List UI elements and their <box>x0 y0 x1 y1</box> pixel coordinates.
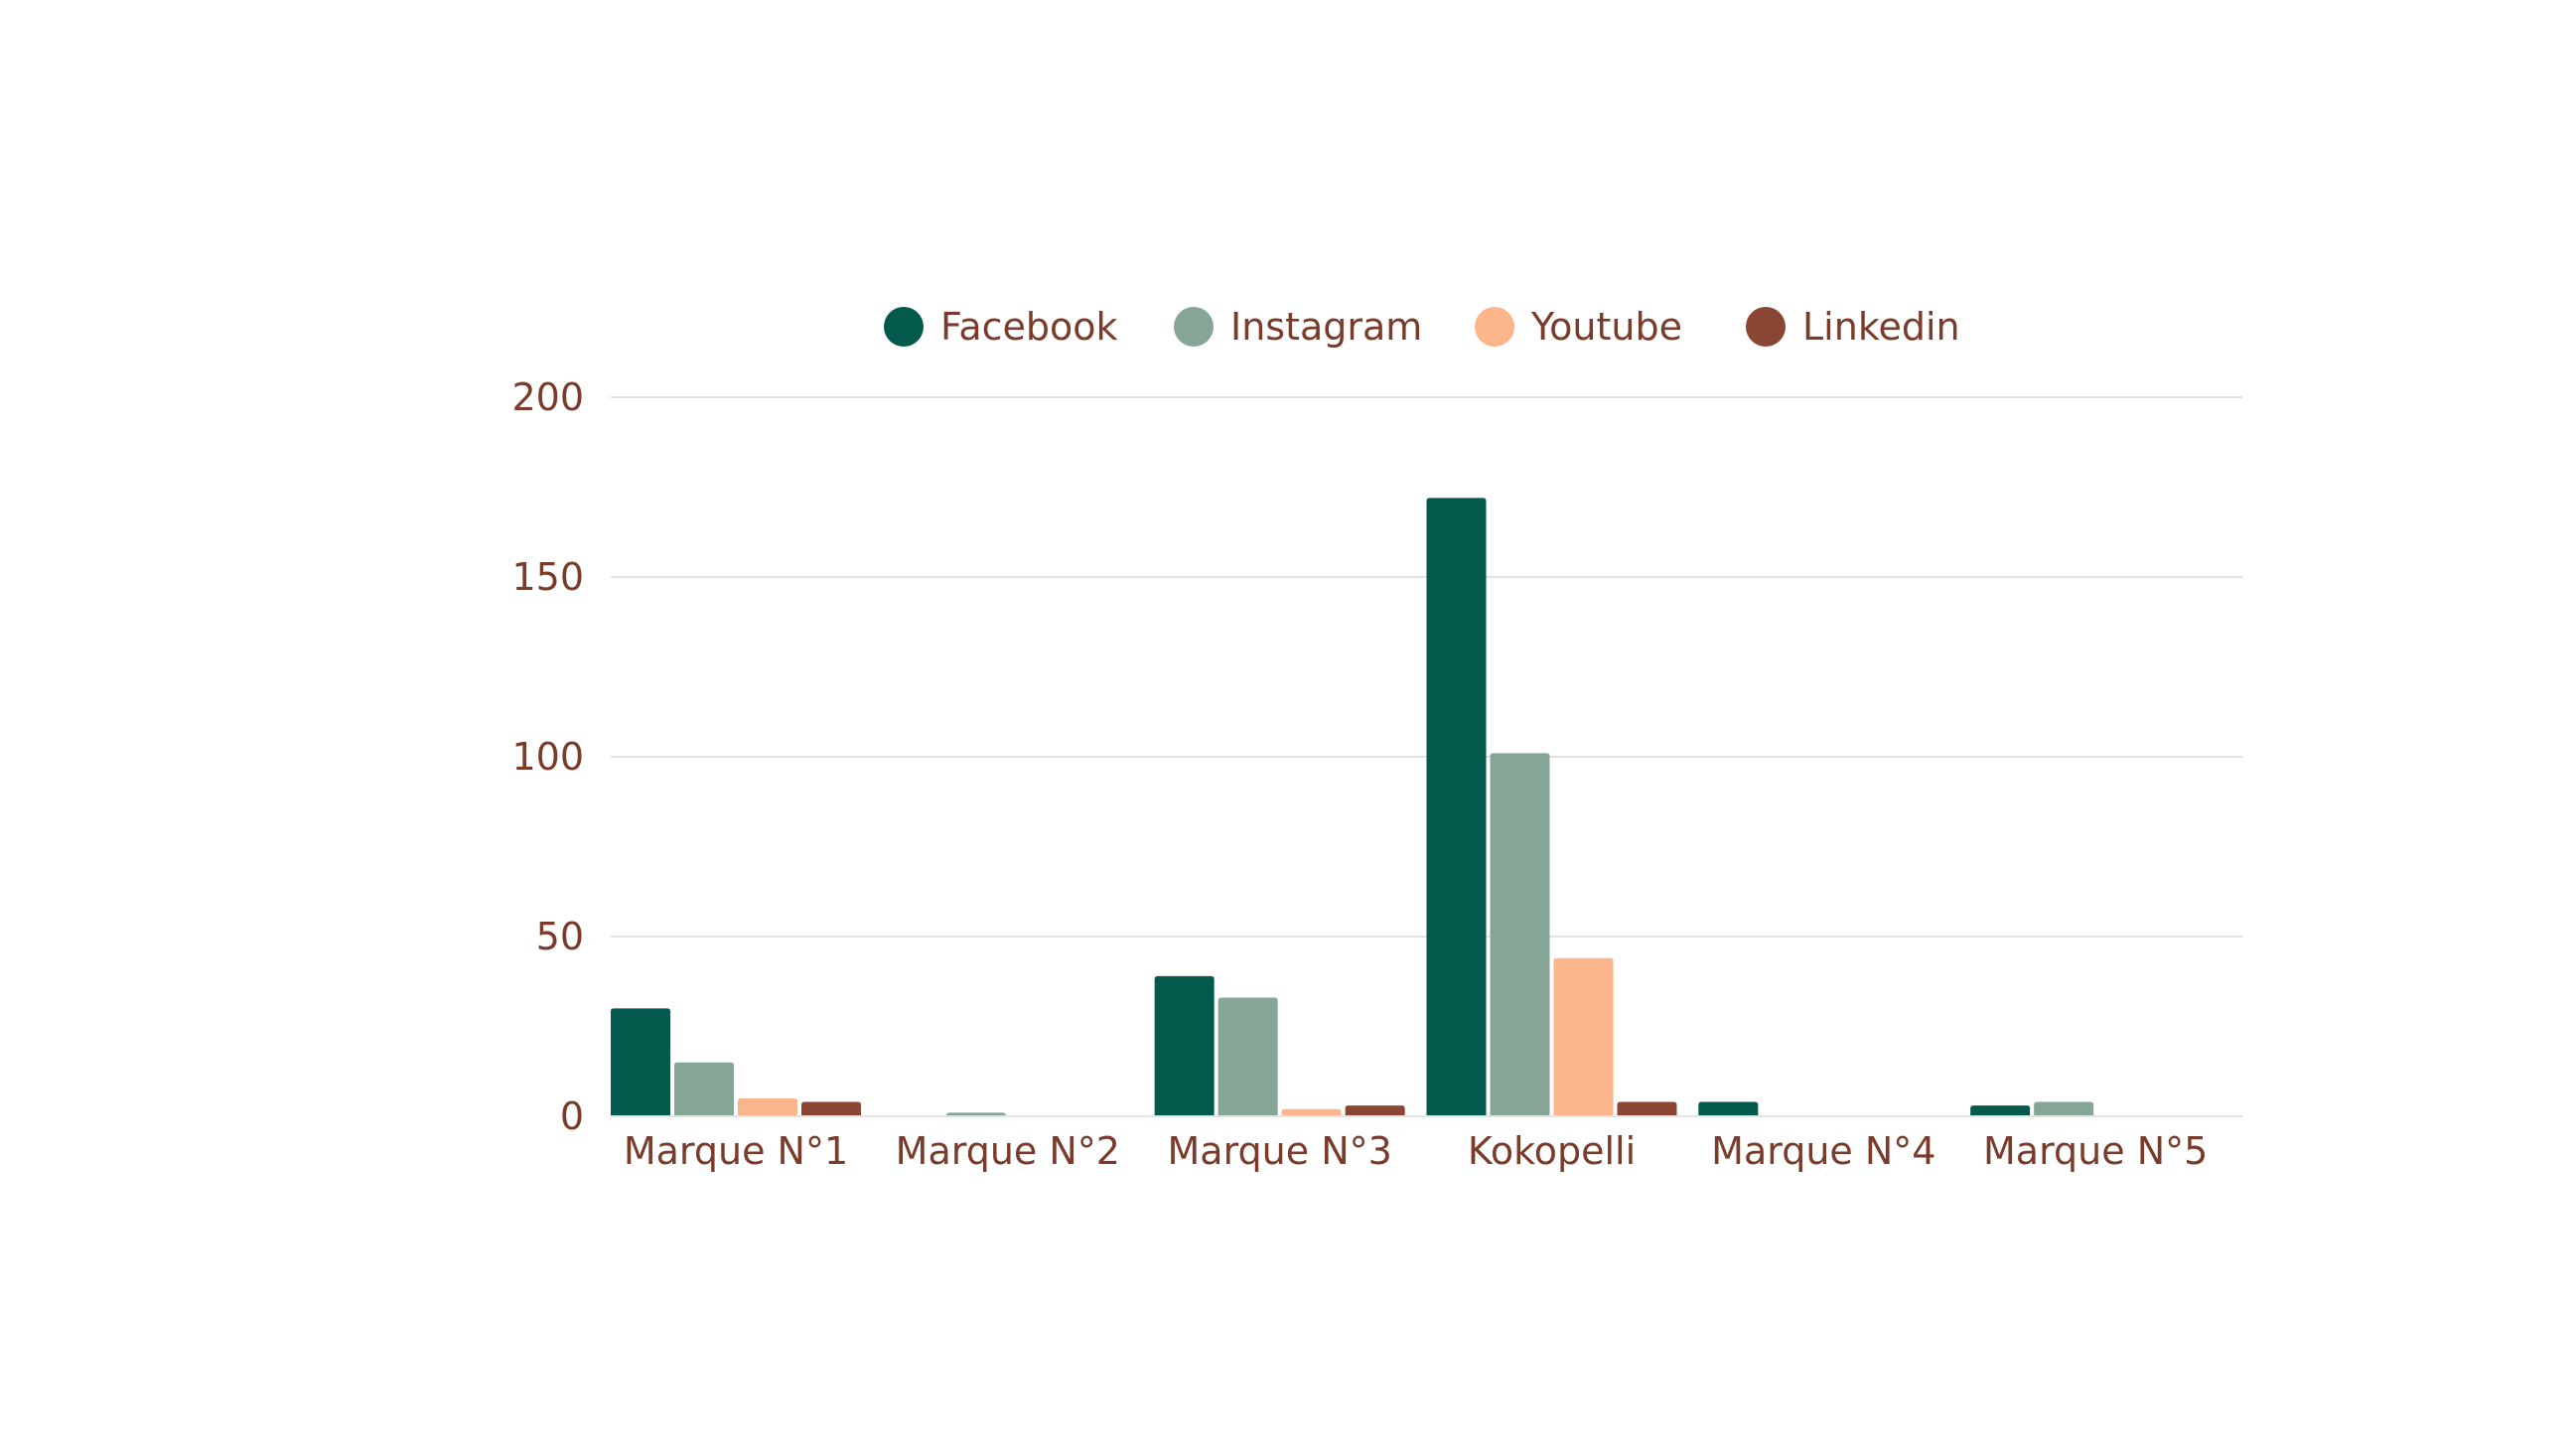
y-tick-label: 50 <box>536 915 584 958</box>
bar-linkedin-marque-n-1 <box>801 1101 861 1116</box>
y-tick-label: 200 <box>511 375 584 419</box>
bar-instagram-kokopelli <box>1490 753 1550 1116</box>
bar-instagram-marque-n-1 <box>674 1062 734 1116</box>
x-category-label: Marque N°5 <box>1983 1129 2208 1173</box>
legend-label-instagram: Instagram <box>1230 305 1422 349</box>
legend-label-linkedin: Linkedin <box>1802 305 1960 349</box>
x-category-label: Kokopelli <box>1468 1129 1636 1173</box>
bar-instagram-marque-n-3 <box>1217 997 1278 1116</box>
legend: Facebook Instagram Youtube Linkedin <box>884 305 1960 349</box>
y-tick-label: 100 <box>511 735 584 779</box>
x-category-label: Marque N°1 <box>624 1129 848 1173</box>
bar-linkedin-marque-n-3 <box>1345 1105 1405 1116</box>
bar-linkedin-kokopelli <box>1617 1101 1677 1116</box>
bar-youtube-marque-n-1 <box>738 1097 797 1116</box>
axis-layer: 0 50 100 150 200 Marque N°1 Marque N°2 Marque N… <box>511 375 2242 1173</box>
y-tick-label: 150 <box>511 555 584 599</box>
x-category-label: Marque N°3 <box>1168 1129 1392 1173</box>
bar-facebook-marque-n-1 <box>611 1008 670 1116</box>
x-category-label: Marque N°2 <box>896 1129 1120 1173</box>
legend-label-youtube: Youtube <box>1530 305 1682 349</box>
bar-instagram-marque-n-5 <box>2034 1101 2094 1116</box>
x-category-label: Marque N°4 <box>1711 1129 1935 1173</box>
legend-marker-facebook <box>884 307 924 347</box>
bars-layer <box>611 498 2094 1116</box>
legend-marker-youtube <box>1475 307 1514 347</box>
bar-youtube-marque-n-3 <box>1281 1108 1342 1116</box>
bar-facebook-kokopelli <box>1426 498 1487 1116</box>
legend-marker-linkedin <box>1746 307 1786 347</box>
bar-facebook-marque-n-3 <box>1154 975 1215 1116</box>
bar-facebook-marque-n-4 <box>1698 1101 1759 1116</box>
legend-marker-instagram <box>1174 307 1214 347</box>
bar-youtube-kokopelli <box>1553 957 1614 1116</box>
y-tick-label: 0 <box>560 1094 584 1138</box>
legend-label-facebook: Facebook <box>940 305 1118 349</box>
bar-facebook-marque-n-5 <box>1970 1105 2031 1116</box>
